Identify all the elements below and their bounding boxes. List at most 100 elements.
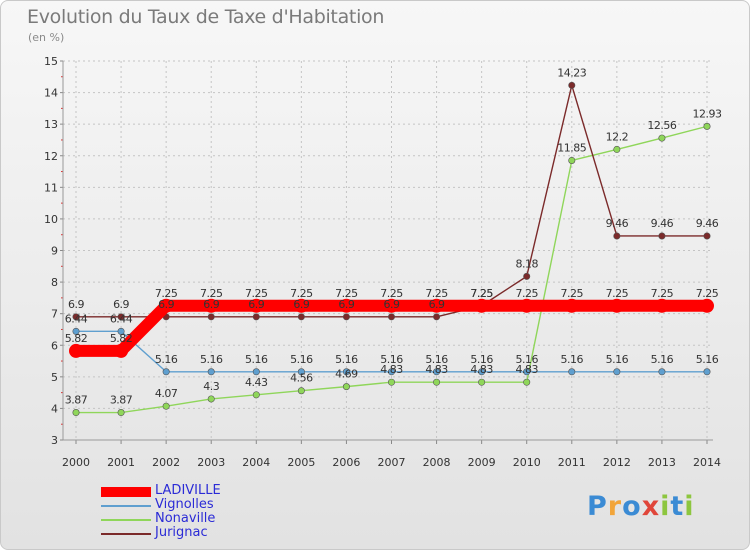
x-tick-label: 2002 [152,456,180,469]
y-tick-label: 13 [44,118,58,131]
data-point [523,272,531,280]
logo-letter: t [670,491,685,522]
data-point [207,368,215,376]
x-tick-label: 2014 [693,456,721,469]
data-label: 6.9 [293,298,309,311]
x-tick-label: 2007 [378,456,406,469]
data-label: 4.3 [203,380,219,393]
data-label: 8.18 [515,257,538,270]
data-point [117,327,125,335]
data-label: 5.16 [380,353,403,366]
data-label: 4.43 [245,376,268,389]
data-label: 6.9 [338,298,354,311]
data-label: 7.25 [380,287,403,300]
data-label: 9.46 [606,217,629,230]
data-label: 4.56 [290,372,313,385]
data-point [384,298,399,313]
data-label: 5.16 [290,353,313,366]
data-point [342,383,350,391]
data-point [564,298,579,313]
data-label: 5.16 [155,353,178,366]
x-tick-label: 2006 [332,456,360,469]
data-label: 7.25 [696,287,719,300]
legend-label: LADIVILLE [155,483,221,498]
data-point [72,313,80,321]
data-point [654,298,669,313]
legend-swatch [101,505,151,507]
data-label: 11.85 [557,141,586,154]
data-label: 5.16 [515,353,538,366]
data-point [658,232,666,240]
data-point [613,232,621,240]
data-point [159,298,174,313]
data-point [478,368,486,376]
data-label: 3.87 [110,394,133,407]
data-label: 4.69 [335,368,358,381]
x-tick-label: 2013 [648,456,676,469]
data-point [429,298,444,313]
data-label: 7.25 [515,287,538,300]
data-point [162,402,170,410]
x-tick-label: 2008 [423,456,451,469]
logo-letter: x [641,491,661,522]
data-label: 7.25 [200,287,223,300]
data-label: 4.07 [155,387,178,400]
y-tick-label: 11 [44,181,58,194]
chart-unit: (en %) [28,31,65,44]
data-point [474,298,489,313]
data-point [523,368,531,376]
data-point [249,298,264,313]
data-point [433,368,441,376]
data-point [613,145,621,153]
y-tick-label: 12 [44,150,58,163]
data-label: 9.46 [696,217,719,230]
data-point [342,368,350,376]
x-tick-label: 2005 [287,456,315,469]
data-label: 7.25 [155,287,178,300]
data-point [72,327,80,335]
data-point [568,368,576,376]
data-point [69,343,83,358]
legend-label: Vignolles [155,497,214,512]
data-point [72,409,80,417]
data-point [342,313,350,321]
data-label: 5.16 [335,353,358,366]
y-tick-label: 9 [51,245,58,258]
data-label: 3.87 [65,394,88,407]
legend-label: Jurignac [155,525,208,540]
proxiti-logo: Proxiti [587,491,695,522]
y-tick-label: 10 [44,213,58,226]
data-point [433,313,441,321]
data-label: 6.44 [110,312,133,325]
data-label: 5.82 [110,332,133,345]
data-point [297,387,305,395]
logo-letter: i [660,491,671,522]
data-point [658,134,666,142]
logo-letter: r [607,491,623,522]
data-point [294,298,309,313]
data-point [117,313,125,321]
x-tick-label: 2003 [197,456,225,469]
data-label: 7.25 [470,287,493,300]
data-point [387,313,395,321]
data-label: 5.16 [651,353,674,366]
data-point [114,343,129,358]
data-label: 4.83 [380,363,403,376]
data-label: 5.82 [65,332,88,345]
data-point [252,313,260,321]
data-point [478,378,486,386]
data-point [297,313,305,321]
data-point [204,298,219,313]
data-label: 7.25 [651,287,674,300]
data-point [207,395,215,403]
data-point [433,378,441,386]
data-label: 5.16 [245,353,268,366]
data-label: 7.25 [470,287,493,300]
data-label: 7.25 [606,287,629,300]
legend-label: Nonaville [155,511,216,526]
data-point [117,409,125,417]
data-point [297,368,305,376]
data-point [658,368,666,376]
